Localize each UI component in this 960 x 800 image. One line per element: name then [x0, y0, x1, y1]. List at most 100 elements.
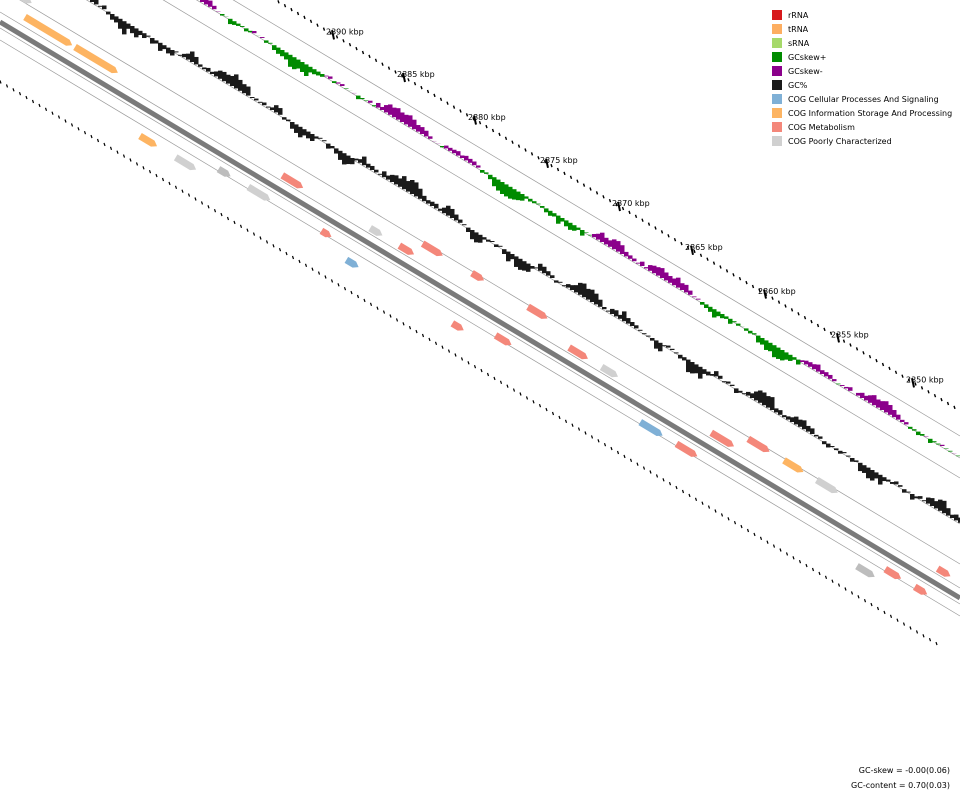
scale-tick [290, 7, 293, 12]
gc-skew-bar [920, 434, 925, 436]
gc-skew-bar [248, 30, 253, 33]
scale-tick [369, 302, 373, 306]
scale-tick [681, 489, 685, 494]
scale-tick [259, 236, 262, 240]
gc-content-bar [886, 479, 891, 482]
gc-content-bar [514, 256, 519, 267]
ring-line [0, 27, 960, 605]
gene-arrow [216, 166, 231, 177]
gc-content-bar [170, 50, 175, 56]
gc-content-bar [894, 481, 899, 485]
scale-tick [915, 630, 919, 634]
gc-skew-bar [492, 177, 497, 187]
gc-skew-bar [824, 372, 829, 377]
scale-tick [746, 528, 750, 533]
gc-content-bar [118, 18, 123, 29]
gc-content-bar [934, 501, 939, 509]
scale-tick [634, 214, 638, 219]
gc-content-bar [434, 203, 439, 209]
gc-content-bar [646, 335, 651, 337]
scale-tick [649, 470, 652, 474]
gc-content-bar [574, 285, 579, 293]
scale-tick [25, 95, 28, 100]
gc-content-bar [854, 460, 859, 462]
gc-content-bar [538, 263, 543, 271]
gc-content-bar [90, 0, 95, 2]
gc-content-bar [890, 482, 895, 484]
gc-content-bar [310, 134, 315, 141]
scale-tick [285, 251, 288, 256]
gc-content-bar [198, 64, 203, 67]
legend-item: sRNA [772, 36, 952, 50]
gc-content-bar [322, 140, 327, 142]
scale-tick [447, 349, 451, 353]
gc-content-bar [534, 267, 539, 269]
scale-tick [603, 443, 607, 447]
gc-skew-bar [700, 302, 705, 305]
scale-tick [499, 380, 503, 384]
gc-skew-bar [872, 395, 877, 406]
gc-skew-track [200, 0, 960, 457]
scale-tick [881, 362, 885, 367]
gene-shape [420, 240, 443, 257]
ring-line [232, 0, 960, 437]
gc-skew-bar [644, 267, 649, 269]
gc-content-bar [382, 171, 387, 178]
gc-content-bar [102, 5, 107, 10]
gc-content-bar [354, 158, 359, 161]
scale-tick [420, 85, 423, 90]
gc-skew-bar [264, 40, 269, 43]
gc-content-bar [662, 345, 667, 347]
gc-content-bar [342, 153, 347, 165]
gc-skew-bar [880, 401, 885, 410]
gc-content-bar [126, 23, 131, 29]
scale-tick [220, 212, 223, 217]
gc-skew-bar [440, 146, 445, 148]
gene-shape [16, 0, 32, 4]
ring-line [0, 39, 960, 617]
scale-tick [168, 181, 171, 186]
scale-tick [857, 595, 860, 599]
scale-tick [252, 232, 256, 236]
legend: rRNA tRNA sRNA GCskew+ GCskew- GC% COG Cellula… [772, 8, 952, 148]
gc-skew-bar [252, 31, 257, 34]
gc-content-bar [414, 182, 419, 197]
scale-tick [350, 290, 353, 295]
scale-tick [577, 427, 581, 431]
scale-tick [805, 563, 808, 568]
legend-swatch [772, 52, 782, 62]
gene-shape [397, 242, 415, 255]
scale-label: 2370 kbp [612, 199, 650, 208]
scale-tick [610, 446, 613, 451]
gc-content-bar [834, 448, 839, 451]
gene-arrow [420, 240, 443, 257]
gc-skew-bar [400, 112, 405, 122]
gc-content-bar [914, 496, 919, 499]
gc-content-bar [902, 489, 907, 493]
gc-content-bar [426, 200, 431, 204]
scale-tick [922, 634, 925, 638]
gc-content-bar [134, 28, 139, 38]
scale-tick [772, 544, 776, 548]
scale-tick [31, 99, 35, 104]
gene-arrow [16, 0, 32, 4]
gc-skew-bar [404, 114, 409, 125]
gc-content-bar [790, 417, 795, 422]
legend-swatch [772, 94, 782, 104]
gc-skew-bar [324, 75, 329, 77]
scale-tick [439, 97, 443, 102]
scale-tick [524, 148, 527, 152]
gc-skew-bar [212, 5, 217, 10]
gene-shape [73, 43, 118, 74]
legend-label: COG Cellular Processes And Signaling [788, 94, 939, 104]
scale-tick [148, 170, 152, 174]
scale-tick [18, 92, 22, 96]
scale-tick [935, 641, 938, 646]
scale-tick [395, 318, 399, 322]
legend-swatch [772, 122, 782, 132]
gene-arrow [912, 583, 928, 595]
gene-arrow [246, 183, 271, 201]
gc-content-bar [362, 156, 367, 166]
gc-skew-bar [788, 354, 793, 361]
scale-tick [5, 84, 9, 88]
